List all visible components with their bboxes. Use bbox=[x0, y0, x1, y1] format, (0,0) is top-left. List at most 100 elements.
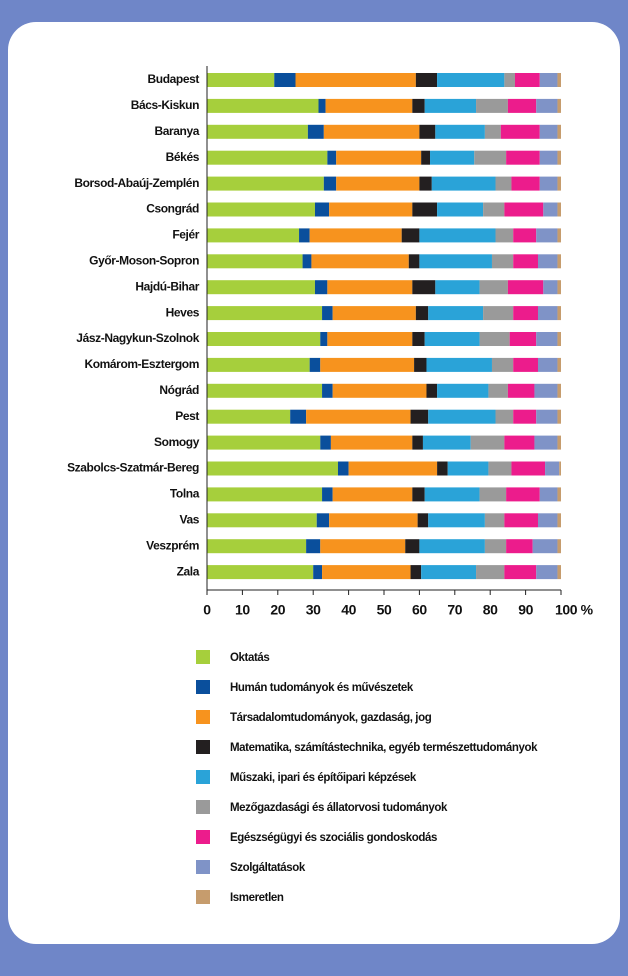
bar-segment bbox=[207, 565, 314, 580]
bar-segment bbox=[320, 435, 331, 450]
bar-segment bbox=[431, 176, 496, 191]
bar-segment bbox=[314, 280, 328, 295]
bar-segment bbox=[491, 357, 514, 372]
bar-segment bbox=[557, 73, 561, 87]
bar-segment bbox=[337, 461, 349, 476]
bar-segment bbox=[537, 513, 558, 528]
bar-segment bbox=[410, 409, 429, 424]
bar-segment bbox=[507, 383, 535, 398]
bar-segment bbox=[412, 332, 425, 346]
x-tick-label: 60 bbox=[412, 602, 427, 618]
bar-segment bbox=[511, 176, 540, 191]
category-label: Budapest bbox=[148, 72, 200, 86]
bar-segment bbox=[539, 487, 558, 502]
legend-label: Mezőgazdasági és állatorvosi tudományok bbox=[230, 802, 448, 814]
bar-segment bbox=[320, 332, 328, 346]
bar-segment bbox=[412, 435, 423, 450]
bar-segment bbox=[500, 124, 540, 139]
bar-segment bbox=[327, 150, 337, 165]
bar-segment bbox=[513, 409, 537, 424]
bar-segment bbox=[207, 150, 328, 165]
bar-segment bbox=[557, 565, 561, 580]
bar-segment bbox=[295, 73, 416, 87]
bar-segment bbox=[504, 565, 537, 580]
bar-segment bbox=[320, 539, 406, 554]
bar-segment bbox=[534, 383, 558, 398]
bar-segment bbox=[557, 357, 561, 372]
category-label: Borsod-Abaúj-Zemplén bbox=[74, 176, 199, 190]
bar-segment bbox=[484, 539, 507, 554]
bar-segment bbox=[419, 124, 436, 139]
legend-swatch bbox=[196, 680, 210, 694]
bar-segment bbox=[557, 513, 561, 528]
bar-segment bbox=[410, 565, 422, 580]
bar-segment bbox=[557, 332, 561, 346]
category-label: Komárom-Esztergom bbox=[84, 357, 199, 371]
bar-segment bbox=[414, 357, 427, 372]
bar-segment bbox=[424, 487, 480, 502]
bar-segment bbox=[412, 280, 436, 295]
bar-segment bbox=[504, 202, 544, 217]
category-label: Tolna bbox=[170, 487, 200, 501]
bar-segment bbox=[476, 565, 505, 580]
bar-segment bbox=[484, 124, 501, 139]
bar-segment bbox=[479, 332, 510, 346]
bar-segment bbox=[336, 176, 420, 191]
legend-swatch bbox=[196, 770, 210, 784]
bar-segment bbox=[207, 357, 310, 372]
bar-segment bbox=[557, 487, 561, 502]
bar-segment bbox=[412, 98, 425, 113]
bar-segment bbox=[428, 409, 496, 424]
bar-segment bbox=[495, 409, 514, 424]
bar-segment bbox=[207, 73, 275, 87]
bar-segment bbox=[447, 461, 489, 476]
bar-segment bbox=[313, 565, 323, 580]
bar-segment bbox=[207, 176, 324, 191]
bar-segment bbox=[207, 280, 315, 295]
legend-swatch bbox=[196, 650, 210, 664]
bar-segment bbox=[479, 280, 508, 295]
category-label: Hajdú-Bihar bbox=[135, 279, 199, 293]
bar-segment bbox=[536, 98, 558, 113]
bar-segment bbox=[557, 280, 561, 295]
bar-segment bbox=[207, 306, 323, 321]
bar-segment bbox=[419, 539, 485, 554]
bar-segment bbox=[330, 435, 413, 450]
x-tick-label: 80 bbox=[483, 602, 498, 618]
bar-segment bbox=[557, 306, 561, 321]
bar-segment bbox=[507, 98, 537, 113]
bar-segment bbox=[557, 124, 561, 139]
bar-segment bbox=[536, 228, 558, 243]
bar-segment bbox=[302, 254, 312, 269]
bar-segment bbox=[483, 202, 505, 217]
bar-segment bbox=[543, 202, 558, 217]
bar-segment bbox=[405, 539, 420, 554]
bar-segment bbox=[470, 435, 505, 450]
bar-segment bbox=[504, 435, 535, 450]
bar-segment bbox=[327, 280, 413, 295]
bar-segment bbox=[488, 383, 508, 398]
bar-segment bbox=[506, 150, 540, 165]
bar-segment bbox=[537, 357, 558, 372]
category-label: Szabolcs-Szatmár-Bereg bbox=[67, 461, 199, 475]
bar-segment bbox=[534, 435, 558, 450]
bar-segment bbox=[495, 228, 514, 243]
x-tick-label: 10 bbox=[235, 602, 250, 618]
bar-segment bbox=[539, 124, 558, 139]
bar-segment bbox=[539, 73, 558, 87]
bar-segment bbox=[557, 435, 561, 450]
bar-segment bbox=[504, 513, 538, 528]
bar-segment bbox=[484, 513, 505, 528]
bar-segment bbox=[327, 332, 413, 346]
bar-segment bbox=[412, 487, 425, 502]
bar-segment bbox=[401, 228, 420, 243]
x-tick-label: 40 bbox=[341, 602, 356, 618]
bar-segment bbox=[299, 228, 310, 243]
legend-label: Humán tudományok és művészetek bbox=[230, 682, 414, 694]
bar-segment bbox=[426, 357, 492, 372]
bar-segment bbox=[424, 332, 480, 346]
bar-segment bbox=[274, 73, 296, 87]
bar-segment bbox=[557, 254, 561, 269]
bar-segment bbox=[290, 409, 307, 424]
